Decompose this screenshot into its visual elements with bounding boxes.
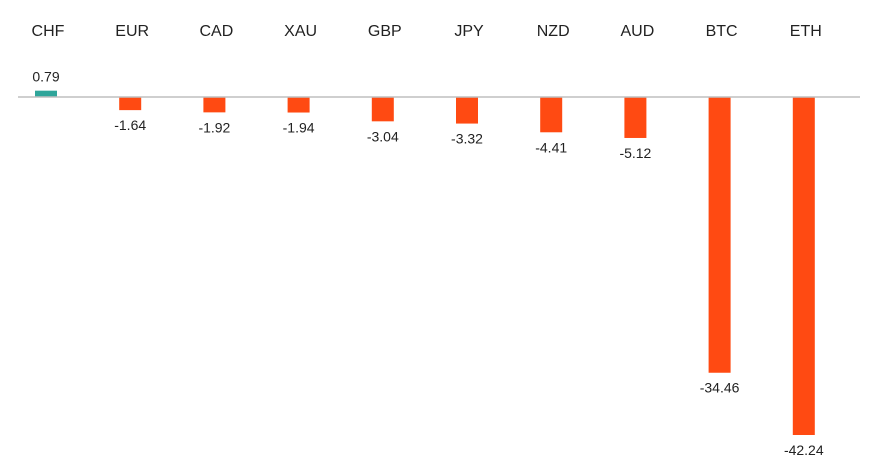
category-label-jpy: JPY	[454, 23, 484, 40]
bar-gbp	[371, 97, 394, 122]
value-label-gbp: -3.04	[367, 128, 399, 144]
value-label-nzd: -4.41	[535, 139, 567, 155]
value-labels-layer: 0.79 -1.64 -1.92 -1.94 -3.04 -3.32 -4.41 -5.12 -…	[32, 69, 823, 458]
category-label-gbp: GBP	[368, 23, 402, 40]
value-label-eth: -42.24	[784, 442, 824, 458]
value-label-jpy: -3.32	[451, 131, 483, 147]
category-label-nzd: NZD	[537, 23, 570, 40]
category-label-xau: XAU	[284, 23, 317, 40]
value-label-cad: -1.92	[198, 119, 230, 135]
bar-eur	[119, 97, 142, 111]
category-label-eur: EUR	[115, 23, 149, 40]
bar-nzd	[540, 97, 563, 133]
bar-aud	[624, 97, 647, 138]
value-label-btc: -34.46	[700, 380, 740, 396]
value-label-aud: -5.12	[619, 145, 651, 161]
bars-layer	[35, 90, 815, 435]
bar-jpy	[456, 97, 478, 124]
category-label-btc: BTC	[706, 23, 738, 40]
bar-cad	[203, 97, 226, 113]
bar-xau	[287, 97, 310, 113]
category-label-eth: ETH	[790, 23, 822, 40]
bar-chf	[35, 90, 57, 97]
bar-eth	[792, 97, 815, 435]
value-label-eur: -1.64	[114, 117, 146, 133]
bar-btc	[708, 97, 731, 373]
category-labels-layer: CHF EUR CAD XAU GBP JPY NZD AUD BTC ETH	[32, 23, 822, 40]
value-label-xau: -1.94	[283, 120, 315, 136]
value-label-chf: 0.79	[32, 69, 59, 85]
category-label-chf: CHF	[32, 23, 65, 40]
category-label-aud: AUD	[621, 23, 655, 40]
category-label-cad: CAD	[200, 23, 234, 40]
